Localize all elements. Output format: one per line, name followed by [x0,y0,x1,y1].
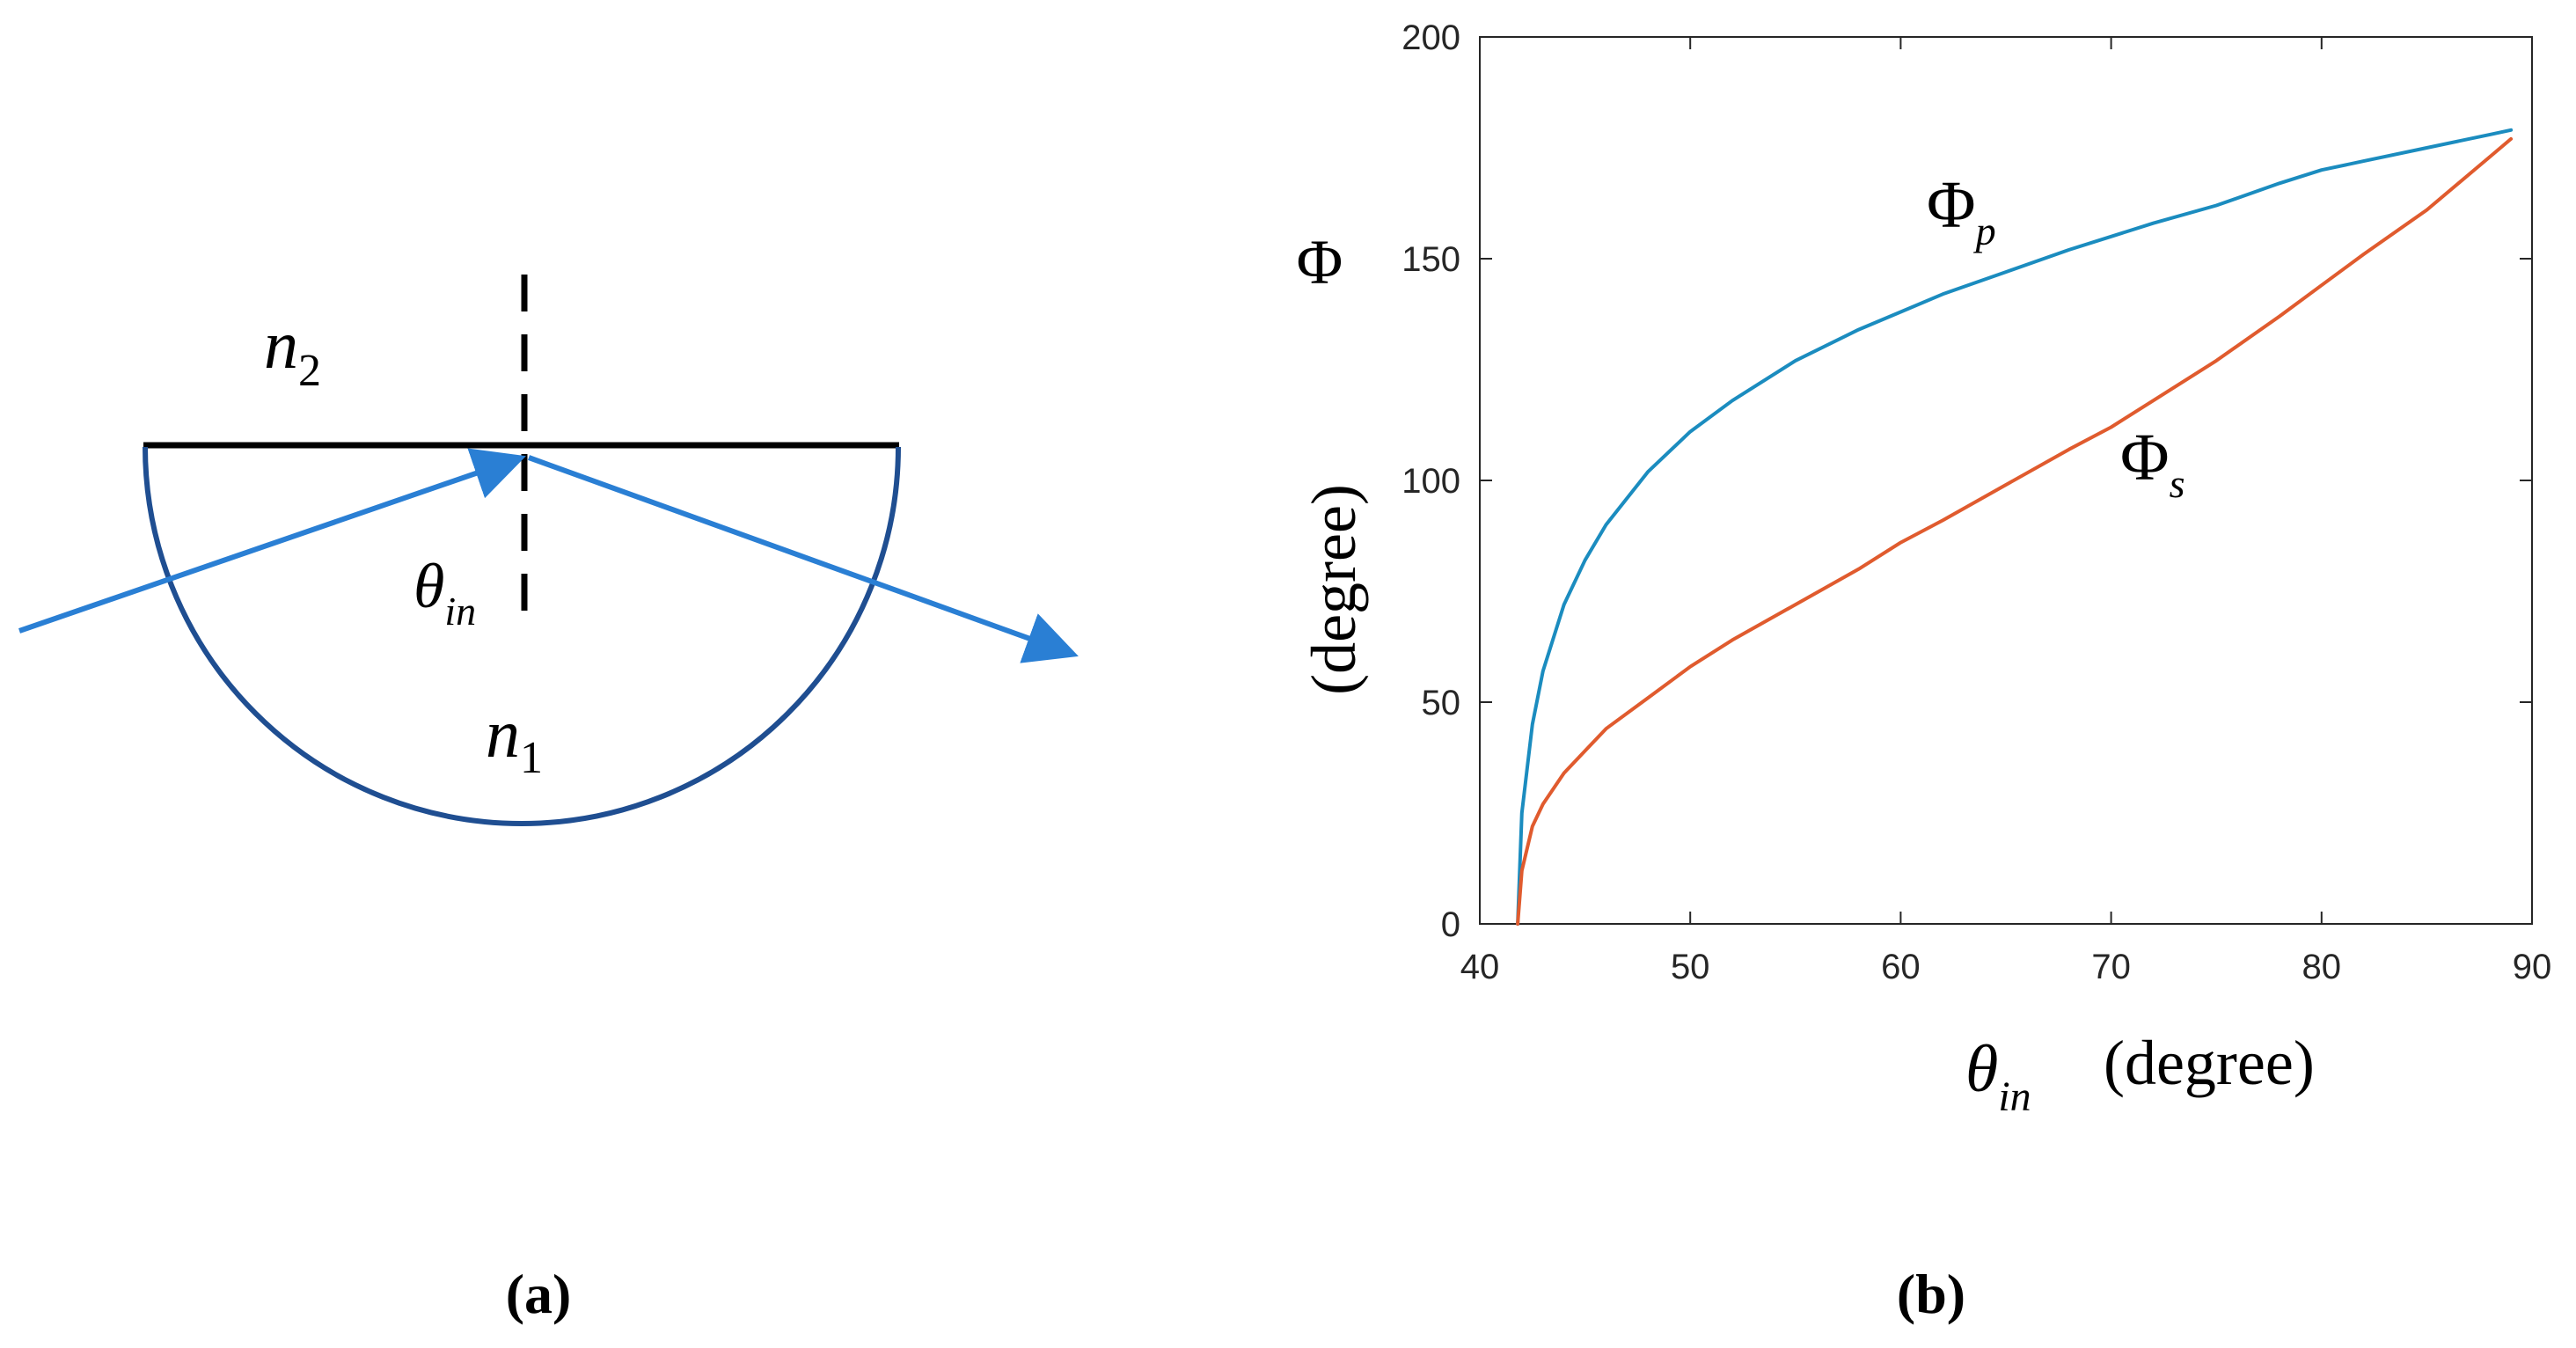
semicircle-prism [143,446,901,826]
x-axis-symbol: θin [1965,1032,2031,1120]
x-tick-label: 80 [2302,948,2342,986]
panel-a: n2 θin n1 (a) [18,275,1079,1325]
y-tick-label: 200 [1401,18,1460,57]
y-tick-label: 0 [1441,905,1460,944]
n1-label: n1 [486,695,543,783]
incident-ray [18,448,526,634]
y-axis-ticks: 0 50 100 150 200 [1401,18,2532,944]
y-tick-label: 50 [1422,684,1461,722]
y-axis-symbol: Φ [1297,227,1343,297]
x-tick-label: 90 [2513,948,2552,986]
x-axis-ticks: 40 50 60 70 80 90 [1460,37,2552,986]
y-tick-label: 150 [1401,240,1460,279]
series-label-phi-s: Φs [2120,421,2184,506]
series-line-phi-s [1516,136,2514,926]
series-line-phi-p [1516,128,2514,926]
x-tick-label: 40 [1460,948,1500,986]
reflected-ray [527,455,1079,663]
panel-b: 40 50 60 70 80 90 0 50 100 150 200 Φ (degree) θin… [1297,18,2552,1325]
x-tick-label: 50 [1671,948,1710,986]
series-lines [1516,128,2514,926]
theta-in-label: θin [413,551,476,634]
y-axis-unit: (degree) [1299,484,1369,695]
n2-label: n2 [264,306,321,396]
plot-frame [1479,36,2533,925]
panel-a-caption: (a) [506,1263,572,1325]
series-label-phi-p: Φp [1927,168,1996,253]
x-tick-label: 70 [2091,948,2131,986]
panel-b-caption: (b) [1897,1263,1965,1325]
x-tick-label: 60 [1881,948,1921,986]
x-axis-unit: (degree) [2104,1028,2315,1098]
y-tick-label: 100 [1401,462,1460,501]
